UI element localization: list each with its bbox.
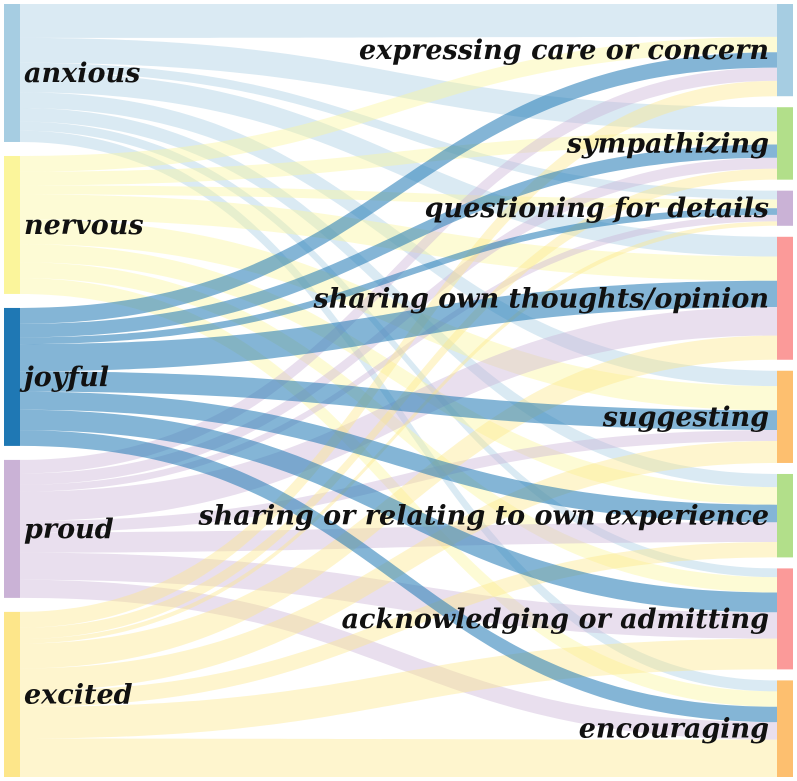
node-questioning xyxy=(777,190,793,226)
link-joyful-to-experience xyxy=(20,391,777,523)
link-proud-to-care xyxy=(20,67,777,474)
label-excited: excited xyxy=(24,679,133,710)
link-joyful-to-care xyxy=(20,52,777,324)
link-joyful-to-opinion xyxy=(20,280,777,372)
link-anxious-to-sympathy xyxy=(20,37,777,132)
node-experience xyxy=(777,473,793,558)
link-anxious-to-questioning xyxy=(20,62,777,200)
node-sympathy xyxy=(777,107,793,180)
label-sympathy: sympathizing xyxy=(566,128,769,159)
link-excited-to-care xyxy=(20,80,777,628)
node-admitting xyxy=(777,568,793,670)
node-anxious xyxy=(4,4,20,142)
link-proud-to-admitting xyxy=(20,552,777,639)
node-encouraging xyxy=(777,680,793,777)
label-care: expressing care or concern xyxy=(359,35,769,66)
label-nervous: nervous xyxy=(24,210,144,241)
node-nervous xyxy=(4,155,20,294)
label-anxious: anxious xyxy=(24,58,140,89)
link-nervous-to-encouraging xyxy=(20,278,777,707)
link-joyful-to-suggesting xyxy=(20,371,777,431)
nodes-layer xyxy=(4,4,793,777)
node-care xyxy=(777,4,793,97)
link-anxious-to-experience xyxy=(20,108,777,488)
link-joyful-to-encouraging xyxy=(20,430,777,723)
node-joyful xyxy=(4,307,20,446)
link-anxious-to-care xyxy=(20,4,777,38)
link-excited-to-suggesting xyxy=(20,441,777,692)
link-excited-to-encouraging xyxy=(20,738,777,777)
link-anxious-to-admitting xyxy=(20,121,777,578)
link-nervous-to-experience xyxy=(20,244,777,505)
label-suggesting: suggesting xyxy=(602,402,769,433)
label-questioning: questioning for details xyxy=(425,193,769,224)
link-joyful-to-sympathy xyxy=(20,144,777,338)
label-joyful: joyful xyxy=(19,362,109,393)
label-experience: sharing or relating to own experience xyxy=(197,501,769,532)
link-proud-to-questioning xyxy=(20,214,777,492)
label-admitting: acknowledging or admitting xyxy=(342,604,769,635)
link-joyful-to-questioning xyxy=(20,208,777,345)
link-excited-to-questioning xyxy=(20,221,777,644)
link-nervous-to-admitting xyxy=(20,262,777,593)
link-nervous-to-care xyxy=(20,36,777,172)
link-proud-to-suggesting xyxy=(20,430,777,533)
link-excited-to-admitting xyxy=(20,638,777,739)
label-opinion: sharing own thoughts/opinion xyxy=(313,283,769,314)
link-excited-to-experience xyxy=(20,542,777,707)
link-proud-to-opinion xyxy=(20,307,777,521)
labels-layer: anxious nervous joyful proud excited expressi… xyxy=(19,35,769,745)
links-layer xyxy=(20,4,777,777)
link-nervous-to-questioning xyxy=(20,185,777,209)
node-suggesting xyxy=(777,370,793,463)
node-excited xyxy=(4,611,20,777)
node-opinion xyxy=(777,236,793,360)
link-proud-to-encouraging xyxy=(20,579,777,740)
link-joyful-to-admitting xyxy=(20,409,777,613)
link-proud-to-experience xyxy=(20,522,777,553)
link-anxious-to-opinion xyxy=(20,71,777,257)
link-nervous-to-sympathy xyxy=(20,131,777,186)
link-anxious-to-encouraging xyxy=(20,130,777,692)
label-proud: proud xyxy=(24,514,114,545)
node-proud xyxy=(4,459,20,598)
label-encouraging: encouraging xyxy=(579,714,769,745)
